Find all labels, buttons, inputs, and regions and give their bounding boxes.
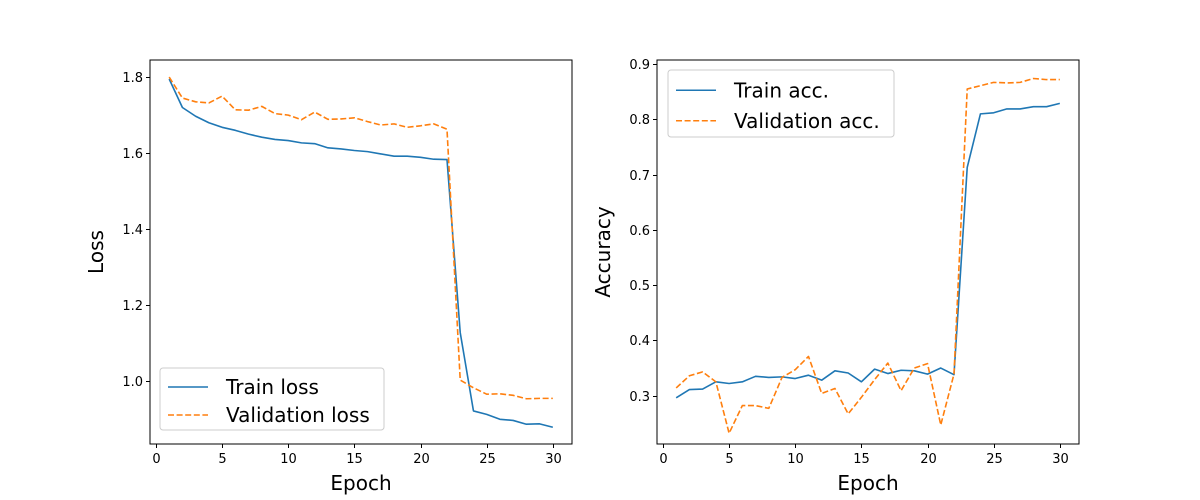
- loss-x-axis-label: Epoch: [330, 471, 391, 495]
- loss-y-tick-label: 1.2: [122, 299, 143, 314]
- loss-x-tick-label: 5: [218, 452, 226, 467]
- accuracy-x-tick-label: 30: [1052, 452, 1069, 467]
- accuracy-y-tick-label: 0.6: [629, 224, 650, 239]
- accuracy-x-tick-label: 10: [787, 452, 804, 467]
- accuracy-y-tick-label: 0.9: [629, 58, 650, 73]
- accuracy-y-tick-label: 0.5: [629, 279, 650, 294]
- accuracy-legend-label: Train acc.: [733, 78, 829, 102]
- loss-x-tick-label: 25: [479, 452, 496, 467]
- accuracy-series-validation-line: [675, 77, 1060, 435]
- loss-y-tick-label: 1.0: [122, 375, 143, 390]
- loss-legend: Train loss Validation loss: [159, 367, 385, 431]
- loss-x-tick-label: 10: [280, 452, 297, 467]
- loss-x-tick-label: 30: [545, 452, 562, 467]
- loss-chart: 0 5 10 15 20 25 30 1.0 1.2 1.4 1.6 1.8 Epoch Loss Trai…: [84, 59, 573, 495]
- accuracy-legend-box: [667, 69, 895, 138]
- accuracy-x-tick-label: 5: [725, 452, 733, 467]
- loss-x-tick-label: 15: [346, 452, 363, 467]
- loss-legend-label: Validation loss: [226, 403, 370, 427]
- accuracy-series-train-line: [675, 102, 1061, 399]
- accuracy-x-tick-label: 25: [986, 452, 1003, 467]
- loss-series-train-line: [168, 78, 554, 429]
- loss-y-tick-label: 1.6: [122, 147, 143, 162]
- accuracy-chart: 0 5 10 15 20 25 30 0.3 0.4 0.5 0.6 0.7 0.8 0.9 Epoch Ac…: [591, 58, 1080, 495]
- loss-x-tick-label: 20: [413, 452, 430, 467]
- accuracy-y-tick-label: 0.4: [629, 334, 650, 349]
- loss-y-tick-label: 1.8: [122, 71, 143, 86]
- accuracy-y-tick-label: 0.8: [629, 113, 650, 128]
- accuracy-y-axis-label: Accuracy: [591, 206, 615, 297]
- accuracy-y-tick-label: 0.3: [629, 390, 650, 405]
- accuracy-x-tick-label: 0: [659, 452, 667, 467]
- loss-x-tick-label: 0: [152, 452, 160, 467]
- loss-y-axis-label: Loss: [84, 230, 108, 274]
- loss-legend-box: [159, 367, 385, 431]
- accuracy-y-tick-label: 0.7: [629, 169, 650, 184]
- accuracy-x-tick-label: 20: [920, 452, 937, 467]
- loss-y-tick-label: 1.4: [122, 223, 143, 238]
- accuracy-legend: Train acc. Validation acc.: [667, 69, 895, 138]
- loss-legend-label: Train loss: [225, 375, 319, 399]
- loss-series-validation-line: [168, 76, 553, 400]
- accuracy-x-tick-label: 15: [853, 452, 870, 467]
- accuracy-x-axis-label: Epoch: [837, 471, 898, 495]
- accuracy-legend-label: Validation acc.: [734, 109, 880, 133]
